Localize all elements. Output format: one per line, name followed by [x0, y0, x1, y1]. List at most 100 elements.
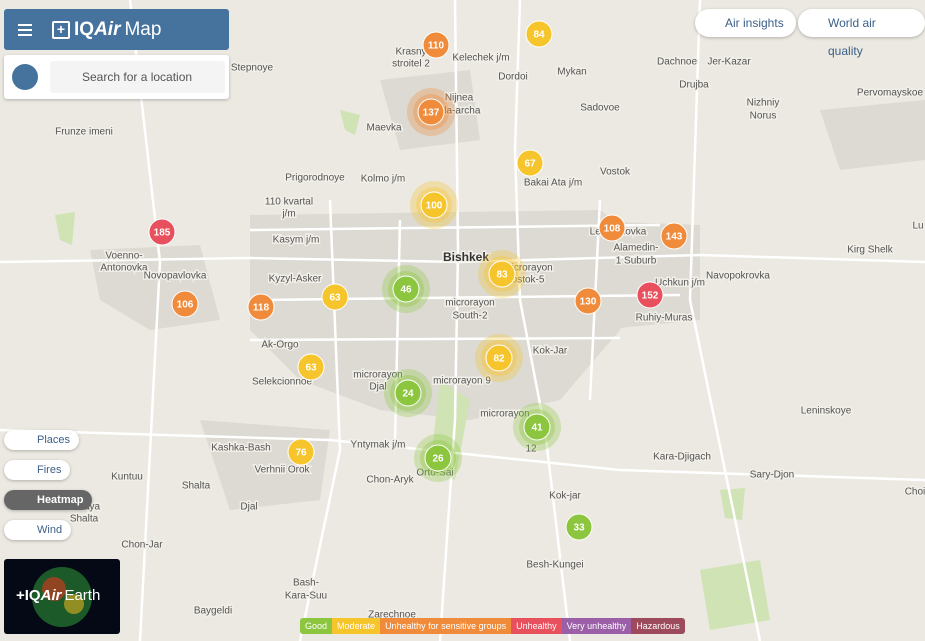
place-label: Vostok — [600, 167, 631, 178]
place-label: Kirg Shelk — [847, 245, 894, 256]
legend-item: Unhealthy for sensitive groups — [380, 618, 512, 634]
station-marker[interactable]: 26 — [414, 434, 462, 482]
aqi-marker — [485, 344, 513, 372]
aqi-value: 110 — [428, 41, 445, 52]
place-label: Besh-Kungei — [526, 560, 583, 571]
place-label: Nijnea — [445, 93, 474, 104]
brand-italic: Air — [94, 18, 121, 40]
place-label: Leninskoye — [801, 406, 852, 417]
station-marker[interactable]: 106 — [171, 290, 199, 318]
station-marker[interactable]: 100 — [410, 181, 458, 229]
place-label: Ruhiy-Muras — [636, 313, 693, 324]
aqi-value: 24 — [402, 389, 414, 400]
place-label: Kuntuu — [111, 472, 143, 483]
aqi-value: 100 — [426, 201, 443, 212]
station-marker[interactable]: 108 — [598, 214, 626, 242]
place-label: Kok-Jar — [533, 346, 568, 357]
place-label: microrayon — [480, 409, 529, 420]
header: + IQ Air Map — [4, 9, 229, 50]
place-label: Ak-Orgo — [261, 340, 299, 351]
station-marker[interactable]: 63 — [321, 283, 349, 311]
station-marker[interactable]: 185 — [148, 218, 176, 246]
search-input[interactable]: Search for a location — [50, 61, 225, 93]
place-label: Pervomayskoe — [857, 88, 924, 99]
urban-areas — [90, 70, 925, 510]
place-label: Krasny — [395, 47, 426, 58]
place-label: South-2 — [452, 311, 487, 322]
station-marker[interactable]: 152 — [636, 281, 664, 309]
brand-prefix: IQ — [74, 18, 95, 40]
aqi-marker — [420, 191, 448, 219]
earth-button[interactable]: + IQ Air Earth — [4, 559, 120, 634]
legend-item: Moderate — [332, 618, 381, 634]
place-label: Djal — [240, 502, 257, 513]
aqi-value: 26 — [432, 454, 444, 465]
place-label: Uchkun j/m — [655, 278, 705, 289]
station-marker[interactable]: 63 — [297, 353, 325, 381]
place-label: Kok-jar — [549, 491, 581, 502]
earth-brand-italic: Air — [40, 587, 62, 604]
station-marker[interactable]: 110 — [422, 31, 450, 59]
place-label: Kasym j/m — [273, 235, 320, 246]
place-label: stroitel 2 — [392, 59, 430, 70]
aqi-marker — [148, 218, 176, 246]
aqi-marker — [297, 353, 325, 381]
station-marker[interactable]: 41 — [513, 403, 561, 451]
aqi-value: 185 — [154, 228, 171, 239]
heatmap-toggle[interactable]: Heatmap — [4, 490, 93, 510]
places-toggle[interactable]: Places — [4, 430, 80, 450]
station-marker[interactable]: 118 — [247, 293, 275, 321]
station-marker[interactable]: 67 — [516, 149, 544, 177]
aqi-marker — [247, 293, 275, 321]
wind-toggle[interactable]: Wind — [4, 520, 72, 540]
place-label: Orto-Sai — [416, 468, 453, 479]
aqi-marker — [424, 444, 452, 472]
station-marker[interactable]: 83 — [478, 250, 526, 298]
locate-button[interactable] — [12, 64, 38, 90]
world-air-quality-button[interactable]: World air quality — [798, 9, 925, 58]
aqi-value: 118 — [253, 303, 270, 314]
aqi-marker — [488, 260, 516, 288]
legend-item: Good — [300, 618, 333, 634]
station-marker[interactable]: 82 — [475, 334, 523, 382]
aqi-value: 108 — [604, 224, 621, 235]
station-marker[interactable]: 46 — [382, 265, 430, 313]
aqi-value: 152 — [642, 291, 659, 302]
place-label: Voenno- — [105, 251, 142, 262]
air-insights-button[interactable]: Air insights — [695, 9, 796, 37]
aqi-marker — [321, 283, 349, 311]
station-marker[interactable]: 137 — [407, 88, 455, 136]
aqi-marker — [525, 20, 553, 48]
station-marker[interactable]: 24 — [384, 369, 432, 417]
station-marker[interactable]: 130 — [574, 287, 602, 315]
place-label: Kolmo j/m — [361, 174, 405, 185]
place-label: microrayon — [353, 370, 402, 381]
station-marker[interactable]: 84 — [525, 20, 553, 48]
aqi-value: 82 — [493, 354, 505, 365]
logo[interactable]: + IQ Air Map — [52, 19, 161, 41]
place-label: Mykan — [557, 67, 586, 78]
place-label: Selekcionnoe — [252, 377, 312, 388]
place-label: 1 Suburb — [616, 256, 657, 267]
place-label: Dachnoe — [657, 57, 697, 68]
station-marker[interactable]: 33 — [565, 513, 593, 541]
aqi-value: 143 — [666, 232, 683, 243]
fires-toggle[interactable]: Fires — [4, 460, 71, 480]
place-label: Bakai Ata j/m — [524, 178, 582, 189]
aqi-marker — [574, 287, 602, 315]
place-label: j/m — [281, 209, 295, 220]
aqi-value: 76 — [295, 448, 307, 459]
aqi-value: 106 — [177, 300, 194, 311]
earth-title: Earth — [64, 587, 101, 604]
place-label: Norus — [750, 111, 777, 122]
earth-brand-prefix: IQ — [24, 587, 41, 604]
station-marker[interactable]: 143 — [660, 222, 688, 250]
place-label: Jer-Kazar — [707, 57, 751, 68]
place-label: Sadovoe — [580, 103, 620, 114]
place-label: Kelechek j/m — [452, 53, 509, 64]
earth-label: + IQ Air Earth — [16, 587, 101, 604]
menu-button[interactable] — [18, 21, 32, 39]
aqi-marker — [598, 214, 626, 242]
station-marker[interactable]: 76 — [287, 438, 315, 466]
